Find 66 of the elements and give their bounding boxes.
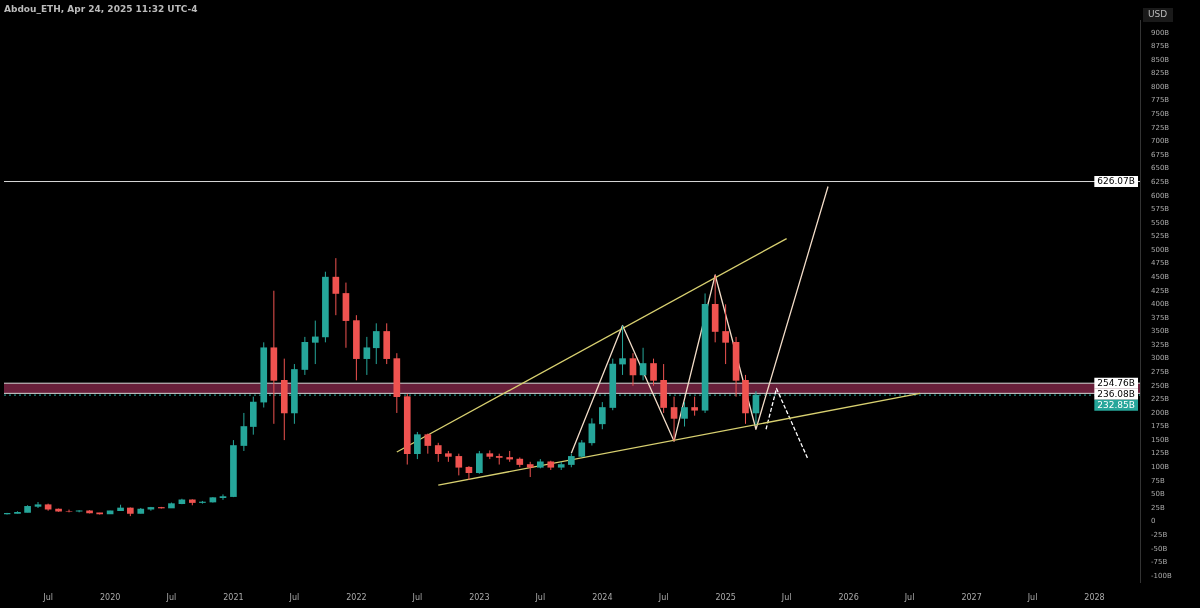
ref-line-label: 626.07B [1097,175,1136,186]
candlestick [393,352,401,414]
ref-line-label: 236.08B [1097,388,1136,399]
candlestick [711,274,719,343]
candlestick [722,303,729,365]
x-tick-label: Jul [903,593,915,603]
x-tick-label: 2020 [99,593,121,603]
x-tick-label: Jul [780,593,792,603]
candlestick [547,460,555,471]
ref-line-label: 254.76B [1097,377,1136,388]
candlestick [681,401,688,428]
candlestick [65,509,73,513]
candlestick [322,271,329,343]
candlestick [598,401,606,430]
candlestick [137,507,145,514]
y-axis-title: USD [1148,9,1168,20]
candlestick [537,458,544,469]
x-tick-label: 2027 [961,593,982,603]
x-tick-label: Jul [657,593,669,603]
candlestick [403,393,411,466]
candlestick [455,453,463,476]
x-tick-label: 2022 [346,593,367,603]
candlestick [557,461,565,471]
candlestick [609,358,617,411]
candlestick [526,461,534,478]
chart-title: Abdou_ETH, Apr 24, 2025 11:32 UTC-4 [4,3,198,14]
candlestick [495,453,503,466]
candlestick [106,510,114,515]
candlestick [372,322,380,365]
candlestick [168,502,175,509]
candlestick [24,504,31,513]
candlestick [476,450,483,475]
candlestick [14,510,21,514]
x-tick-label: 2024 [592,593,613,603]
x-tick-label: Jul [1026,593,1038,603]
x-tick-label: 2025 [715,593,736,603]
candlestick [660,363,667,414]
candlestick [691,396,698,417]
candlestick [742,374,749,425]
candlestick [383,322,391,365]
candlestick [55,508,62,513]
candlestick [230,439,237,498]
candlestick [86,509,93,514]
x-tick-label: Jul [288,593,300,603]
x-tick-label: Jul [411,593,423,603]
candlestick [445,450,452,463]
candlestick [650,358,657,387]
candlestick [96,512,104,516]
candlestick [353,314,360,381]
x-tick-label: Jul [534,593,546,603]
candlestick [75,509,83,513]
candlestick [486,449,494,460]
ref-line-label: 232.85B [1097,399,1136,410]
x-tick-label: Jul [42,593,53,603]
x-tick-label: 2028 [1084,593,1105,603]
x-tick-label: 2021 [223,593,244,603]
x-tick-label: Jul [165,593,177,603]
candlestick [414,431,421,460]
candlestick [578,439,586,458]
candlestick [568,453,575,468]
candlestick [249,396,257,436]
x-tick-label: 2026 [838,593,859,603]
candlestick [280,358,288,441]
candlestick [434,442,442,463]
candlestick [424,433,432,455]
x-tick-label: 2023 [469,593,490,603]
